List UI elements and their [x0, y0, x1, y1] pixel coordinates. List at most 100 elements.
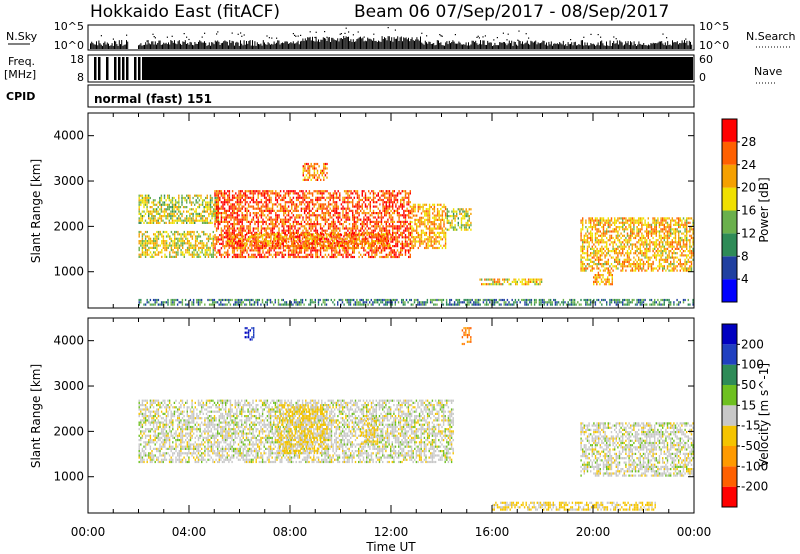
- colorbar-tick-label: 8: [741, 249, 749, 263]
- power-region-5: [446, 208, 472, 231]
- colorbar-swatch: [722, 164, 737, 188]
- time-tick-label: 08:00: [273, 525, 308, 539]
- y-tick-label: 2000: [53, 219, 84, 233]
- colorbar-tick-label: -100: [741, 459, 768, 473]
- colorbar-swatch: [722, 233, 737, 257]
- y-tick-label: 4000: [53, 129, 84, 143]
- nsky-label: N.Sky: [6, 30, 38, 43]
- colorbar-swatch: [722, 344, 737, 365]
- figure-subtitle: Beam 06 07/Sep/2017 - 08/Sep/2017: [354, 2, 669, 22]
- velocity-region-1: [277, 404, 328, 455]
- colorbar-tick-label: 15: [741, 398, 756, 412]
- colorbar-swatch: [722, 385, 737, 406]
- power-region-1: [138, 194, 220, 224]
- colorbar-tick-label: 200: [741, 337, 764, 351]
- power-region-7: [580, 217, 694, 272]
- power-region-6: [479, 278, 543, 286]
- power-region-0: [138, 230, 214, 258]
- colorbar-tick-label: 20: [741, 181, 756, 195]
- velocity-region-0: [138, 399, 454, 464]
- power-y-axis: 1000 2000 3000 4000: [53, 129, 694, 279]
- time-axis-labels: 00:00 04:00 08:00 12:00 16:00 20:00 00:00: [71, 525, 712, 539]
- time-tick-label: 20:00: [576, 525, 611, 539]
- freq-label-line1: Freq.: [8, 55, 35, 68]
- colorbar-swatch: [722, 256, 737, 280]
- nsearch-tick-bottom: 10^0: [699, 39, 729, 52]
- colorbar-swatch: [722, 405, 737, 426]
- nave-tick-bottom: 0: [699, 71, 706, 84]
- power-region-4: [411, 203, 447, 250]
- power-x-axis: [87, 113, 695, 308]
- time-tick-label: 00:00: [71, 525, 106, 539]
- colorbar-tick-label: 100: [741, 358, 764, 372]
- nsky-strip-data: [90, 27, 693, 49]
- colorbar-tick-label: 4: [741, 272, 749, 286]
- colorbar-tick-label: -50: [741, 439, 761, 453]
- colorbar-swatch: [722, 486, 737, 507]
- power-colorbar-label: Power [dB]: [757, 177, 771, 242]
- nave-tick-top: 60: [699, 53, 713, 66]
- velocity-y-axis-label: Slant Range [km]: [29, 364, 43, 468]
- nsearch-tick-top: 10^5: [699, 20, 729, 33]
- velocity-region-2: [360, 417, 379, 445]
- y-tick-label: 2000: [53, 424, 84, 438]
- y-tick-label: 3000: [53, 174, 84, 188]
- y-tick-label: 1000: [53, 265, 84, 279]
- nsearch-label: N.Search: [746, 30, 796, 43]
- power-heatmap: [138, 162, 694, 306]
- velocity-region-6: [244, 327, 255, 341]
- colorbar-swatch: [722, 324, 737, 345]
- power-region-8: [593, 271, 613, 286]
- time-tick-label: 12:00: [374, 525, 409, 539]
- colorbar-tick-label: 12: [741, 226, 756, 240]
- cpid-text: normal (fast) 151: [94, 92, 212, 106]
- y-tick-label: 1000: [53, 470, 84, 484]
- velocity-x-axis: [87, 318, 695, 513]
- velocity-heatmap: [138, 327, 694, 511]
- colorbar-swatch: [722, 141, 737, 165]
- time-tick-label: 04:00: [172, 525, 207, 539]
- power-y-axis-label: Slant Range [km]: [29, 159, 43, 263]
- colorbar-tick-label: 16: [741, 204, 756, 218]
- velocity-region-4: [580, 422, 694, 477]
- freq-label-line2: [MHz]: [4, 68, 36, 81]
- freq-tick-top: 18: [70, 53, 84, 66]
- freq-tick-bottom: 8: [77, 71, 84, 84]
- y-tick-label: 4000: [53, 334, 84, 348]
- colorbar-tick-label: 50: [741, 378, 756, 392]
- velocity-y-axis: 1000 2000 3000 4000: [53, 334, 694, 484]
- cpid-label: CPID: [6, 90, 35, 103]
- nave-label: Nave: [754, 65, 782, 78]
- velocity-colorbar-label: Velocity [m s^-1]: [757, 363, 771, 467]
- colorbar-tick-label: 24: [741, 158, 756, 172]
- colorbar-swatch: [722, 466, 737, 487]
- freq-strip-data: [94, 57, 693, 80]
- time-tick-label: 16:00: [475, 525, 510, 539]
- y-tick-label: 3000: [53, 379, 84, 393]
- colorbar-tick-label: -15: [741, 419, 761, 433]
- velocity-region-5: [461, 327, 472, 346]
- colorbar-swatch: [722, 187, 737, 211]
- colorbar-tick-label: -200: [741, 480, 768, 494]
- power-region-10: [138, 298, 694, 306]
- nsky-strip-frame: [87, 24, 695, 51]
- figure-title: Hokkaido East (fitACF): [90, 2, 280, 22]
- nsky-tick-bottom: 10^0: [54, 39, 84, 52]
- colorbar-swatch: [722, 364, 737, 385]
- nsky-tick-top: 10^5: [54, 20, 84, 33]
- colorbar-swatch: [722, 119, 737, 142]
- velocity-region-3: [492, 501, 656, 511]
- colorbar-swatch: [722, 425, 737, 446]
- colorbar-swatch: [722, 279, 737, 302]
- power-colorbar: 28 24 20 16 12 8 4: [721, 118, 756, 303]
- time-tick-label: 00:00: [677, 525, 712, 539]
- freq-strip-frame: [87, 54, 695, 83]
- cpid-strip-frame: [87, 84, 695, 108]
- colorbar-swatch: [722, 446, 737, 467]
- colorbar-tick-label: 28: [741, 135, 756, 149]
- power-region-3: [226, 233, 391, 249]
- colorbar-swatch: [722, 210, 737, 234]
- x-axis-label: Time UT: [365, 540, 416, 554]
- power-region-9: [302, 162, 328, 181]
